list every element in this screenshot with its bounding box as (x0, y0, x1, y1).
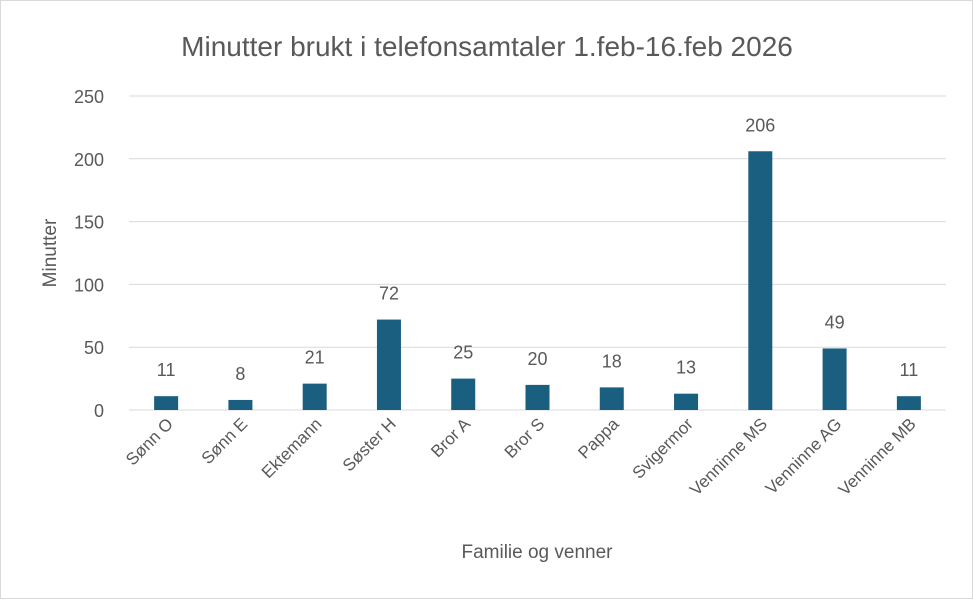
x-tick-label: Venninne MS (686, 414, 771, 499)
x-tick-label: Bror S (501, 414, 549, 462)
bar (896, 396, 921, 410)
x-tick-label: Søster H (339, 414, 400, 475)
data-label: 49 (825, 312, 845, 332)
x-tick-label: Sønn O (122, 414, 177, 469)
data-label: 21 (305, 348, 325, 368)
bar (822, 348, 847, 410)
data-label: 72 (379, 284, 399, 304)
bar (154, 396, 179, 410)
x-tick-label: Svigermor (629, 414, 697, 482)
data-label: 11 (157, 360, 176, 380)
data-label: 25 (453, 343, 473, 363)
y-tick-label: 100 (74, 275, 104, 295)
data-label: 18 (602, 351, 622, 371)
chart-title: Minutter brukt i telefonsamtaler 1.feb-1… (181, 31, 793, 62)
bar (674, 393, 699, 410)
data-label: 8 (235, 364, 245, 384)
y-tick-label: 0 (94, 401, 104, 421)
bar (451, 378, 476, 410)
x-axis-title: Familie og venner (461, 542, 613, 563)
bar (599, 387, 624, 410)
y-tick-label: 150 (74, 213, 104, 233)
y-tick-label: 50 (84, 338, 104, 358)
y-axis-title: Minutter (40, 218, 61, 287)
x-tick-label: Pappa (574, 414, 623, 463)
bar (302, 383, 327, 410)
y-tick-label: 200 (74, 150, 104, 170)
data-label: 206 (745, 115, 775, 135)
x-tick-label: Venninne MB (835, 414, 920, 499)
data-label: 20 (527, 349, 547, 369)
x-tick-label: Bror A (427, 414, 474, 461)
bar (748, 151, 773, 410)
x-tick-label: Venninne AG (762, 414, 846, 498)
bar (376, 319, 401, 410)
x-tick-label: Ektemann (258, 414, 326, 482)
x-tick-label: Sønn E (198, 414, 252, 468)
bar (525, 384, 550, 410)
data-label: 11 (900, 360, 919, 380)
data-label: 13 (676, 358, 696, 378)
y-tick-label: 250 (74, 87, 104, 107)
bar (228, 399, 253, 410)
